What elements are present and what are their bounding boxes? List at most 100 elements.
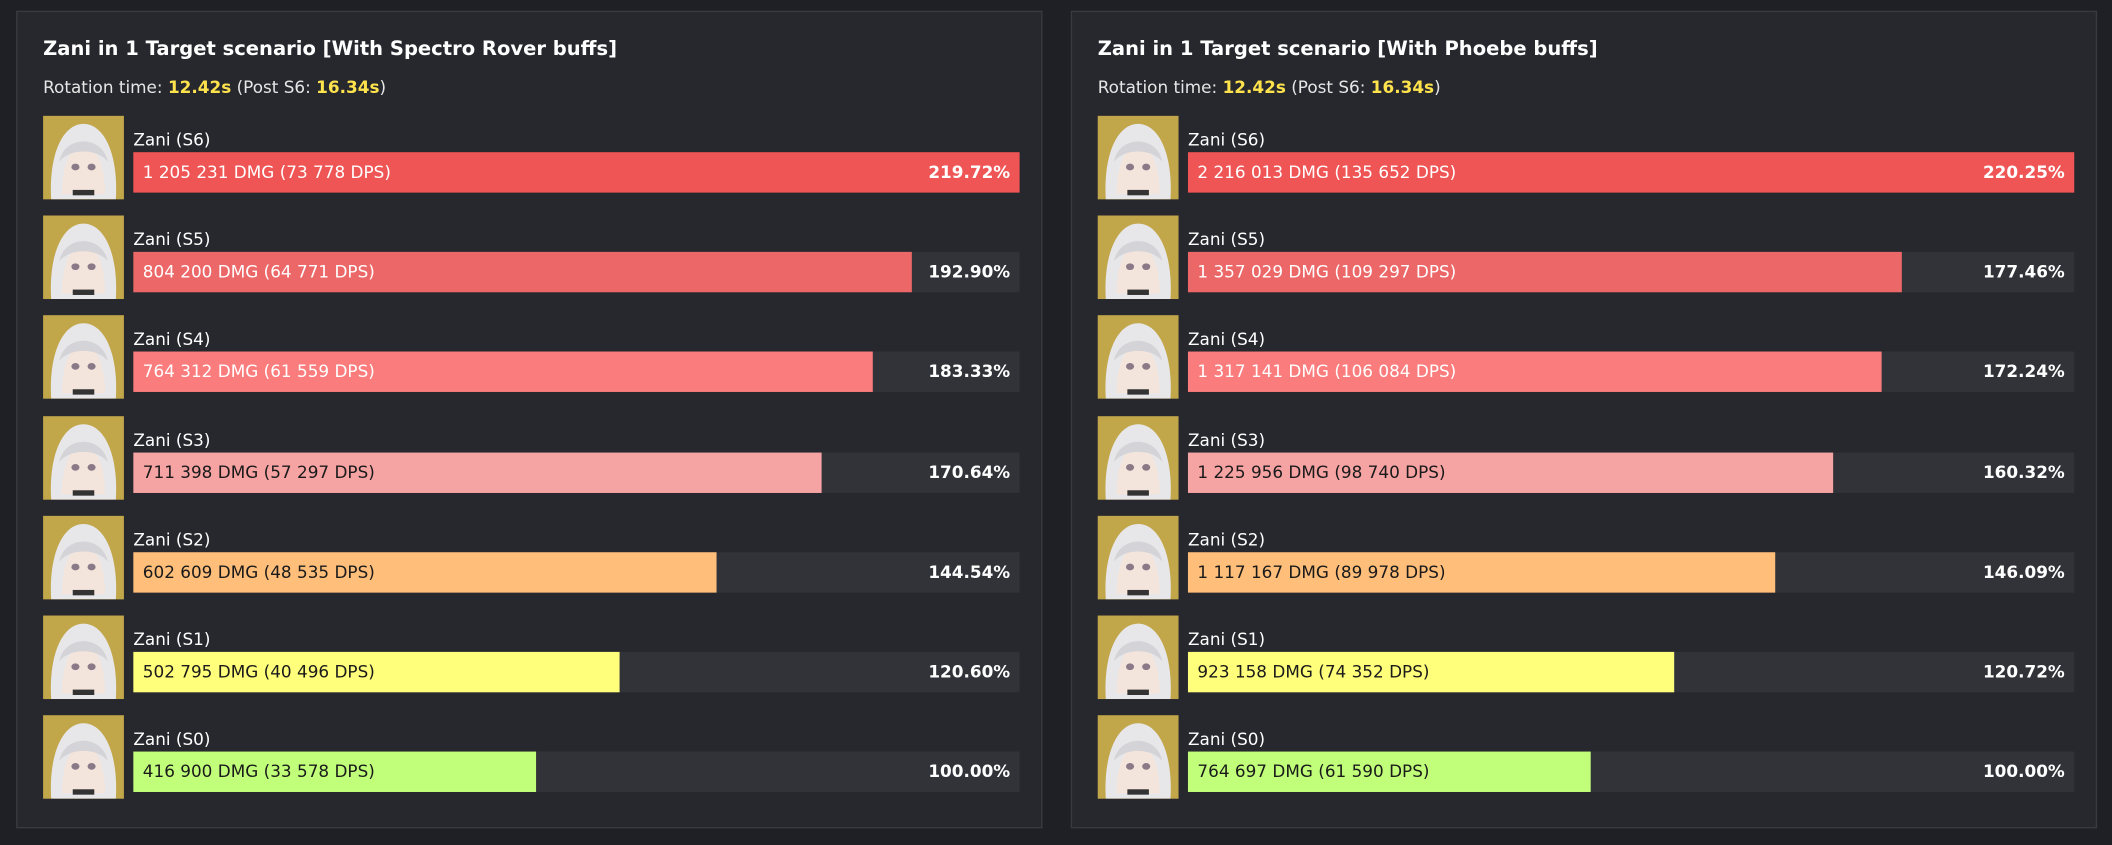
percent-label: 100.00% (928, 761, 1011, 782)
percent-label: 177.46% (1982, 261, 2065, 282)
bar-track (133, 352, 1020, 393)
avatar (43, 715, 124, 799)
avatar-art (1105, 523, 1171, 600)
row-name: Zani (S1) (1187, 629, 1266, 650)
percent-label: 172.24% (1982, 361, 2065, 382)
bar (133, 252, 912, 293)
avatar (43, 615, 124, 700)
post-suffix: ) (379, 76, 387, 97)
avatar (43, 515, 124, 600)
avatar-art (50, 123, 117, 200)
bar-track (133, 751, 1020, 793)
percent-label: 100.00% (1982, 761, 2065, 782)
bar-track (133, 252, 1020, 293)
percent-label: 120.72% (1982, 661, 2065, 682)
row-name: Zani (S3) (133, 429, 211, 450)
row-name: Zani (S6) (1187, 129, 1266, 150)
rotation-line: Rotation time: 12.42s (Post S6: 16.34s) (43, 77, 386, 97)
dmg-label: 1 117 167 DMG (89 978 DPS) (1197, 561, 1446, 582)
bar (1187, 252, 1903, 293)
avatar (1097, 315, 1179, 400)
row: Zani (S2) 1 117 167 DMG (89 978 DPS) 146.0… (1097, 515, 2076, 602)
bar (1187, 452, 1834, 493)
rotation-time: 12.42s (1222, 76, 1286, 97)
percent-label: 146.09% (1982, 561, 2065, 582)
avatar (1097, 615, 1179, 700)
bar-track (1187, 152, 2075, 193)
avatar-art (50, 623, 117, 700)
percent-label: 220.25% (1982, 161, 2065, 182)
row: Zani (S1) 923 158 DMG (74 352 DPS) 120.72% (1097, 615, 2076, 702)
dmg-label: 764 312 DMG (61 559 DPS) (142, 361, 375, 382)
dmg-label: 416 900 DMG (33 578 DPS) (142, 761, 375, 782)
bar-track (1187, 751, 2075, 793)
panel: Zani in 1 Target scenario [With Spectro … (16, 10, 1043, 829)
dmg-label: 764 697 DMG (61 590 DPS) (1197, 761, 1430, 782)
panel: Zani in 1 Target scenario [With Phoebe b… (1070, 10, 2098, 829)
bar-track (133, 551, 1020, 593)
bar-track (133, 152, 1020, 193)
row-name: Zani (S3) (1187, 429, 1266, 450)
row-name: Zani (S5) (133, 229, 211, 250)
bar-track (133, 452, 1020, 493)
row: Zani (S0) 764 697 DMG (61 590 DPS) 100.00% (1097, 715, 2076, 801)
row-name: Zani (S0) (1187, 728, 1266, 750)
post-time: 16.34s (316, 76, 380, 97)
rotation-label: Rotation time: (1097, 76, 1218, 97)
bar-track (133, 651, 1020, 693)
avatar (1097, 515, 1179, 600)
row: Zani (S0) 416 900 DMG (33 578 DPS) 100.00% (43, 715, 1021, 801)
row-name: Zani (S4) (1187, 329, 1266, 350)
percent-label: 144.54% (928, 561, 1011, 582)
avatar (1097, 115, 1179, 200)
bar-track (1187, 452, 2075, 493)
post-time: 16.34s (1370, 76, 1435, 97)
percent-label: 183.33% (928, 361, 1011, 382)
bar (133, 651, 620, 693)
dmg-label: 1 357 029 DMG (109 297 DPS) (1197, 261, 1457, 282)
row: Zani (S4) 764 312 DMG (61 559 DPS) 183.33% (43, 315, 1021, 402)
dmg-label: 1 317 141 DMG (106 084 DPS) (1197, 361, 1457, 382)
row: Zani (S4) 1 317 141 DMG (106 084 DPS) 172.… (1097, 315, 2076, 402)
avatar-art (1105, 323, 1171, 400)
avatar (43, 115, 124, 200)
post-suffix: ) (1434, 76, 1441, 97)
avatar-art (50, 323, 117, 400)
post-label: (Post S6: (1291, 76, 1366, 97)
avatar-art (50, 223, 117, 300)
panel-title: Zani in 1 Target scenario [With Spectro … (43, 39, 618, 61)
avatar (1097, 715, 1179, 799)
bar-track (1187, 651, 2075, 693)
dmg-label: 2 216 013 DMG (135 652 DPS) (1197, 161, 1457, 182)
dmg-label: 502 795 DMG (40 496 DPS) (142, 661, 375, 682)
bar (1187, 551, 1776, 593)
avatar-art (1105, 423, 1171, 500)
avatar (43, 215, 124, 300)
percent-label: 160.32% (1982, 461, 2065, 482)
dmg-label: 1 205 231 DMG (73 778 DPS) (142, 161, 391, 182)
percent-label: 170.64% (928, 461, 1011, 482)
row-name: Zani (S6) (133, 129, 211, 150)
percent-label: 219.72% (928, 161, 1011, 182)
bar (1187, 651, 1674, 693)
row: Zani (S3) 1 225 956 DMG (98 740 DPS) 160.3… (1097, 415, 2076, 502)
bar-track (1187, 252, 2075, 293)
avatar (43, 415, 124, 500)
row: Zani (S6) 2 216 013 DMG (135 652 DPS) 220.… (1097, 115, 2076, 202)
percent-label: 192.90% (928, 261, 1011, 282)
dmg-label: 804 200 DMG (64 771 DPS) (142, 261, 375, 282)
avatar-art (1105, 123, 1171, 200)
bar (133, 352, 873, 393)
row: Zani (S5) 1 357 029 DMG (109 297 DPS) 177.… (1097, 215, 2076, 302)
row: Zani (S5) 804 200 DMG (64 771 DPS) 192.90% (43, 215, 1021, 302)
rotation-line: Rotation time: 12.42s (Post S6: 16.34s) (1098, 77, 1441, 97)
dmg-label: 602 609 DMG (48 535 DPS) (142, 561, 375, 582)
dmg-label: 1 225 956 DMG (98 740 DPS) (1197, 461, 1446, 482)
row-name: Zani (S0) (133, 728, 211, 750)
row-name: Zani (S4) (133, 329, 211, 350)
row: Zani (S3) 711 398 DMG (57 297 DPS) 170.64% (43, 415, 1021, 502)
bar (133, 152, 1020, 193)
bar-track (1187, 551, 2075, 593)
row: Zani (S6) 1 205 231 DMG (73 778 DPS) 219.7… (43, 115, 1021, 202)
